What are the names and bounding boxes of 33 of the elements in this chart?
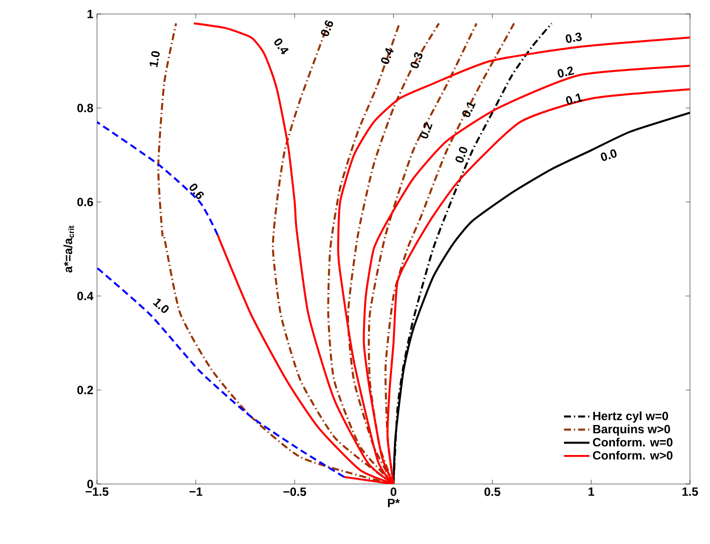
- x-tick-label: −1.5: [86, 488, 108, 496]
- x-tick-label: −1: [190, 488, 202, 496]
- y-tick-label: 0.6: [77, 198, 94, 206]
- annotation: 0.3: [566, 32, 582, 43]
- x-tick-label: 1.5: [682, 488, 698, 496]
- y-tick-label: 0.2: [77, 386, 94, 394]
- legend-label: Hertz cyl w=0: [593, 411, 668, 423]
- y-tick-label: 0.8: [77, 104, 94, 112]
- x-tick-label: 1: [588, 488, 594, 496]
- legend-label: Barquins w>0: [593, 424, 670, 436]
- y-axis-title: a*=a/a$_{crit}$: [63, 226, 74, 273]
- legend-label: Conform. w=0: [592, 438, 672, 446]
- annotation: 0.1: [462, 102, 476, 118]
- y-tick-label: 1: [88, 10, 94, 18]
- x-axis-title: P*: [388, 498, 400, 508]
- annotation: 0.3: [410, 52, 422, 68]
- annotation: 0.0: [600, 149, 617, 161]
- y-tick-label: 0: [87, 480, 93, 488]
- x-tick-label: 0.5: [484, 488, 500, 496]
- annotation: 0.4: [381, 48, 394, 64]
- annotation: 1.0: [152, 298, 169, 313]
- annotation: 0.1: [566, 93, 583, 105]
- x-tick-label: 0: [390, 488, 396, 496]
- annotation: 0.2: [558, 66, 574, 78]
- annotation: 0.4: [274, 38, 289, 54]
- annotation: 1.0: [150, 51, 160, 68]
- annotation: 0.6: [190, 184, 204, 200]
- annotation: 0.6: [320, 20, 334, 36]
- x-tick-label: −0.5: [283, 488, 306, 496]
- annotation: 0.0: [455, 146, 468, 163]
- y-tick-label: 0.4: [77, 292, 94, 300]
- annotation: 0.2: [420, 122, 432, 138]
- legend-label: Conform. w>0: [592, 450, 672, 460]
